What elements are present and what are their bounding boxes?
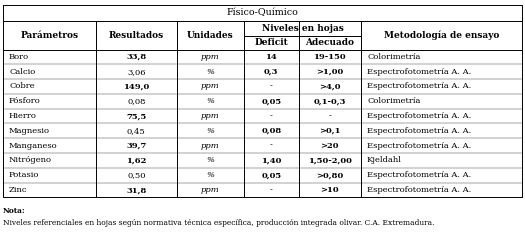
Text: -: - [270,82,272,91]
Text: -: - [270,186,272,194]
Text: Cobre: Cobre [9,82,35,91]
Text: Resultados: Resultados [109,31,164,40]
Text: Nitrógeno: Nitrógeno [9,156,52,165]
Text: 33,8: 33,8 [126,53,146,61]
Text: Zinc: Zinc [9,186,27,194]
Text: >4,0: >4,0 [319,82,341,91]
Text: Espectrofotometría A. A.: Espectrofotometría A. A. [367,142,471,150]
Text: Colorimetría: Colorimetría [367,53,421,61]
Text: >20: >20 [320,142,339,150]
Text: 39,7: 39,7 [126,142,146,150]
Text: 1,62: 1,62 [126,156,146,165]
Text: -: - [270,112,272,120]
Text: Niveles referenciales en hojas según normativa técnica específica, producción in: Niveles referenciales en hojas según nor… [3,219,435,227]
Text: Magnesio: Magnesio [9,127,50,135]
Text: 0,08: 0,08 [261,127,281,135]
Text: 14: 14 [265,53,277,61]
Text: 1,50-2,00: 1,50-2,00 [308,156,352,165]
Text: Espectrofotometría A. A.: Espectrofotometría A. A. [367,112,471,120]
Text: Parámetros: Parámetros [20,31,78,40]
Text: %: % [206,127,215,135]
Text: Espectrofotometría A. A.: Espectrofotometría A. A. [367,171,471,179]
Text: >0,1: >0,1 [319,127,341,135]
Text: 31,8: 31,8 [126,186,146,194]
Text: ppm: ppm [201,112,220,120]
Text: Kjeldahl: Kjeldahl [367,156,402,165]
Text: 0,05: 0,05 [261,97,281,105]
Text: Nota:: Nota: [3,208,26,215]
Text: Hierro: Hierro [9,112,37,120]
Text: 0,50: 0,50 [127,171,145,179]
Text: 19-150: 19-150 [313,53,346,61]
Text: 0,3: 0,3 [264,68,278,76]
Text: Espectrofotometría A. A.: Espectrofotometría A. A. [367,127,471,135]
Text: Boro: Boro [9,53,29,61]
Text: Espectrofotometría A. A.: Espectrofotometría A. A. [367,82,471,91]
Text: 0,45: 0,45 [127,127,145,135]
Text: 75,5: 75,5 [126,112,146,120]
Text: ppm: ppm [201,53,220,61]
Text: Espectrofotometría A. A.: Espectrofotometría A. A. [367,68,471,76]
Text: >1,00: >1,00 [316,68,343,76]
Text: >10: >10 [320,186,339,194]
Text: %: % [206,156,215,165]
Text: ppm: ppm [201,142,220,150]
Text: Unidades: Unidades [187,31,234,40]
Text: 1,40: 1,40 [261,156,281,165]
Text: %: % [206,171,215,179]
Text: Espectrofotometría A. A.: Espectrofotometría A. A. [367,186,471,194]
Text: -: - [270,142,272,150]
Text: 3,06: 3,06 [127,68,145,76]
Text: Deficit: Deficit [255,38,288,47]
Text: Físico-Químico: Físico-Químico [227,8,298,17]
Text: Manganeso: Manganeso [9,142,58,150]
Text: Colorimetría: Colorimetría [367,97,421,105]
Text: Adecuado: Adecuado [305,38,354,47]
Text: Potasio: Potasio [9,171,39,179]
Text: 0,08: 0,08 [127,97,145,105]
Text: %: % [206,68,215,76]
Text: %: % [206,97,215,105]
Text: Calcio: Calcio [9,68,35,76]
Text: 149,0: 149,0 [123,82,150,91]
Text: Niveles en hojas: Niveles en hojas [261,24,343,33]
Text: Fósforo: Fósforo [9,97,41,105]
Text: 0,1-0,3: 0,1-0,3 [313,97,346,105]
Text: >0,80: >0,80 [316,171,343,179]
Text: -: - [328,112,331,120]
Text: 0,05: 0,05 [261,171,281,179]
Text: ppm: ppm [201,186,220,194]
Text: ppm: ppm [201,82,220,91]
Text: Metodología de ensayo: Metodología de ensayo [384,30,499,40]
